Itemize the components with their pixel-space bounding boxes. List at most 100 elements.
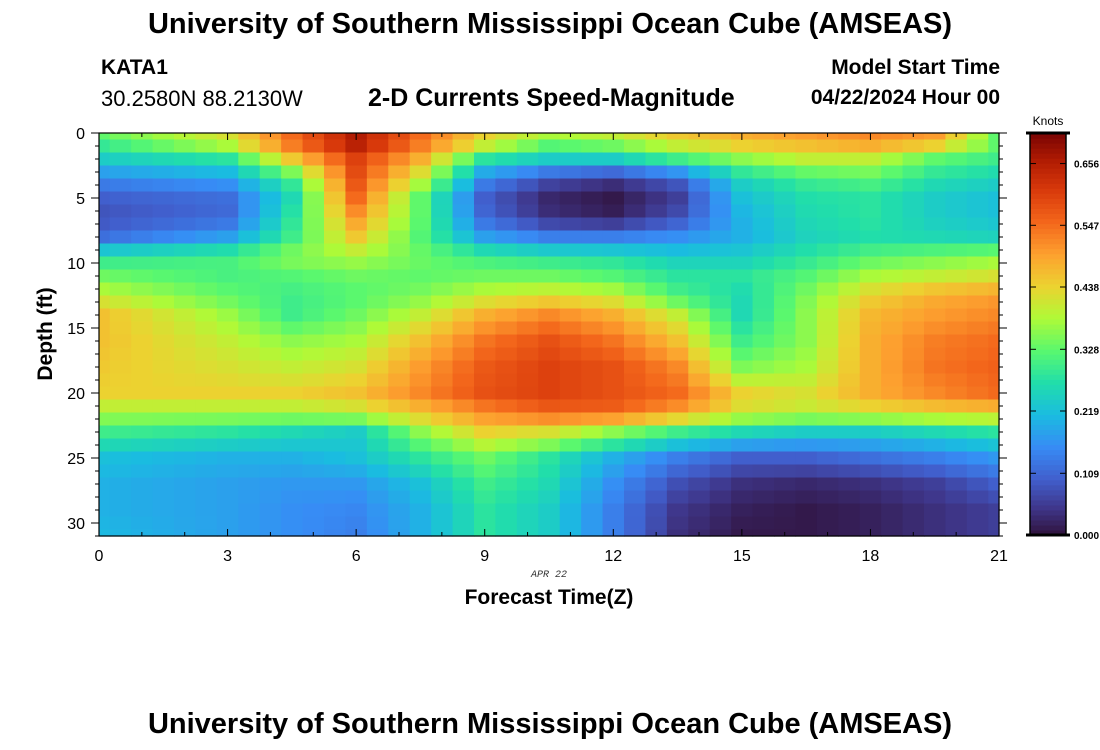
- heatmap-cell: [966, 516, 989, 531]
- heatmap-cell: [624, 295, 647, 310]
- heatmap-cell: [109, 373, 132, 388]
- heatmap-cell: [688, 165, 711, 180]
- heatmap-cell: [495, 308, 518, 323]
- heatmap-cell: [645, 360, 668, 375]
- heatmap-cell: [409, 269, 432, 284]
- heatmap-cell: [774, 243, 797, 258]
- heatmap-cell: [581, 477, 604, 492]
- heatmap-cell: [752, 230, 775, 245]
- heatmap-cell: [345, 425, 368, 440]
- heatmap-cell: [474, 191, 497, 206]
- heatmap-cell: [602, 347, 625, 362]
- heatmap-cell: [581, 165, 604, 180]
- heatmap-cell: [174, 165, 197, 180]
- heatmap-cell: [495, 412, 518, 427]
- heatmap-cell: [666, 204, 689, 219]
- heatmap-cell: [366, 269, 389, 284]
- colorbar-segment: [1030, 414, 1066, 421]
- heatmap-cell: [924, 399, 947, 414]
- heatmap-cell: [559, 464, 582, 479]
- heatmap-cell: [174, 464, 197, 479]
- heatmap-cell: [602, 477, 625, 492]
- heatmap-cell: [624, 230, 647, 245]
- heatmap-cell: [881, 282, 904, 297]
- heatmap-cell: [816, 477, 839, 492]
- x-tick-label: 15: [733, 548, 751, 565]
- heatmap-cell: [902, 243, 925, 258]
- heatmap-cell: [966, 133, 989, 141]
- heatmap-cell: [259, 139, 282, 154]
- heatmap-cell: [109, 347, 132, 362]
- heatmap-cell: [838, 399, 861, 414]
- heatmap-cell: [581, 321, 604, 336]
- heatmap-cell: [281, 204, 304, 219]
- heatmap-cell: [945, 399, 968, 414]
- heatmap-cell: [966, 295, 989, 310]
- heatmap-cell: [966, 243, 989, 258]
- heatmap-cell: [99, 269, 111, 284]
- heatmap-cell: [366, 308, 389, 323]
- heatmap-cell: [688, 282, 711, 297]
- heatmap-cell: [99, 321, 111, 336]
- heatmap-cell: [624, 529, 647, 537]
- heatmap-cell: [366, 295, 389, 310]
- heatmap-cell: [99, 373, 111, 388]
- heatmap-cell: [945, 282, 968, 297]
- heatmap-cell: [902, 347, 925, 362]
- heatmap-cell: [516, 425, 539, 440]
- colorbar-segment: [1030, 389, 1066, 395]
- x-tick-label: 9: [480, 548, 489, 565]
- heatmap-cell: [152, 386, 175, 401]
- heatmap-cell: [902, 191, 925, 206]
- heatmap-cell: [345, 308, 368, 323]
- heatmap-cell: [388, 347, 411, 362]
- colorbar-segment: [1030, 469, 1066, 476]
- heatmap-cell: [688, 503, 711, 518]
- heatmap-cell: [581, 334, 604, 349]
- heatmap-cell: [174, 451, 197, 466]
- heatmap-cell: [259, 503, 282, 518]
- heatmap-cell: [452, 503, 475, 518]
- heatmap-cell: [624, 256, 647, 271]
- heatmap-cell: [99, 334, 111, 349]
- heatmap-cell: [774, 373, 797, 388]
- heatmap-cell: [538, 191, 561, 206]
- heatmap-cell: [902, 152, 925, 167]
- heatmap-cell: [838, 256, 861, 271]
- heatmap-cell: [99, 152, 111, 167]
- heatmap-cell: [731, 347, 754, 362]
- heatmap-cell: [302, 373, 325, 388]
- y-tick-label: 10: [67, 256, 85, 273]
- heatmap-cell: [366, 230, 389, 245]
- heatmap-cell: [709, 133, 732, 141]
- colorbar-segment: [1030, 514, 1066, 521]
- heatmap-cell: [838, 282, 861, 297]
- heatmap-cell: [581, 204, 604, 219]
- heatmap-cell: [688, 412, 711, 427]
- heatmap-cell: [966, 529, 989, 537]
- heatmap-cell: [195, 464, 218, 479]
- heatmap-cell: [495, 334, 518, 349]
- heatmap-cell: [709, 516, 732, 531]
- heatmap-cell: [99, 139, 111, 154]
- heatmap-cell: [366, 503, 389, 518]
- heatmap-cell: [645, 412, 668, 427]
- heatmap-cell: [816, 269, 839, 284]
- heatmap-cell: [516, 295, 539, 310]
- heatmap-cell: [538, 464, 561, 479]
- heatmap-cell: [452, 477, 475, 492]
- heatmap-cell: [259, 178, 282, 193]
- heatmap-cell: [345, 477, 368, 492]
- heatmap-cell: [495, 399, 518, 414]
- heatmap-cell: [795, 464, 818, 479]
- heatmap-cell: [109, 490, 132, 505]
- heatmap-cell: [324, 191, 347, 206]
- heatmap-cell: [602, 386, 625, 401]
- colorbar-segment: [1030, 283, 1066, 290]
- heatmap-cell: [452, 269, 475, 284]
- heatmap-cell: [388, 204, 411, 219]
- heatmap-cell: [345, 334, 368, 349]
- heatmap-cell: [795, 243, 818, 258]
- heatmap-cell: [774, 269, 797, 284]
- colorbar-segment: [1030, 158, 1066, 164]
